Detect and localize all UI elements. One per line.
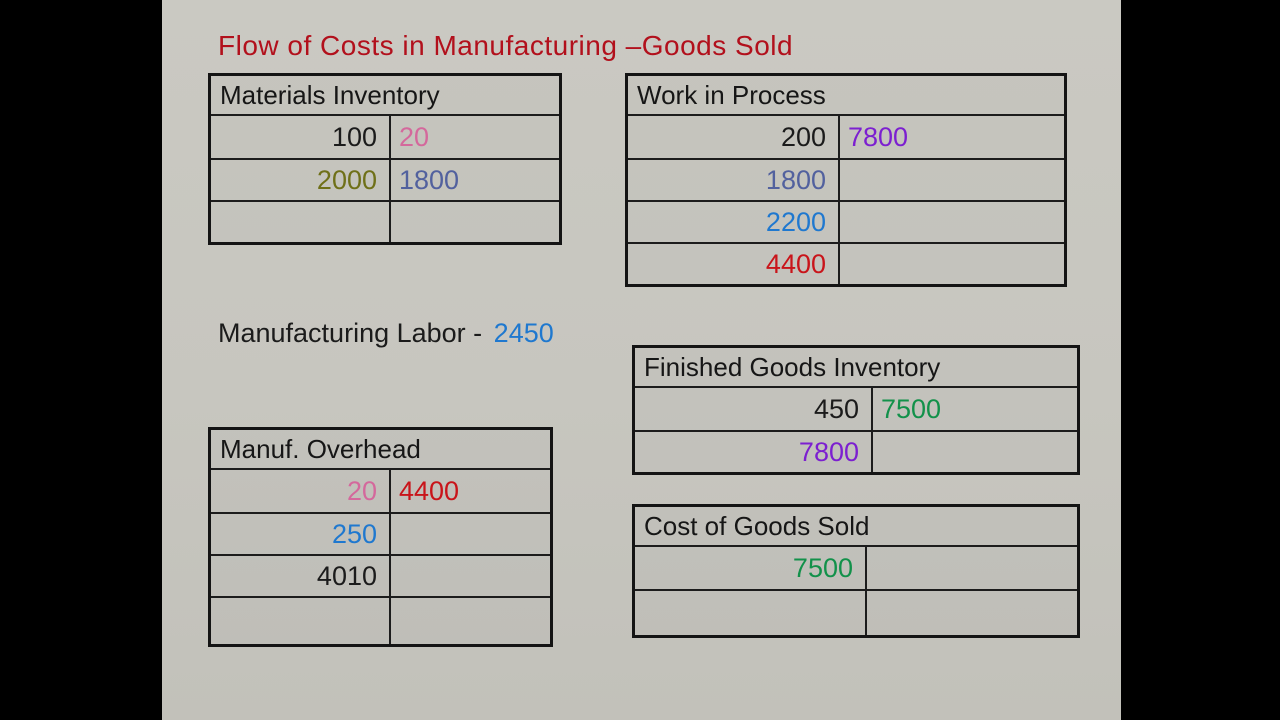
account-title: Materials Inventory: [211, 76, 559, 116]
debit-cell: 100: [331, 121, 377, 152]
debit-cell: 250: [331, 518, 377, 549]
t-account-materials-inventory: Materials Inventory 100 20 2000 1800: [208, 73, 562, 245]
credit-cell: [865, 547, 1077, 589]
credit-cell: [389, 556, 550, 596]
manufacturing-labor-line: Manufacturing Labor - 2450: [218, 318, 554, 349]
account-rows: 20 4400 250 4010: [211, 470, 550, 644]
credit-cell: [838, 160, 1064, 200]
t-account-row: [211, 200, 559, 242]
debit-cell: 1800: [765, 164, 826, 195]
credit-cell: [389, 514, 550, 554]
t-account-row: [211, 596, 550, 644]
t-account-row: 250: [211, 512, 550, 554]
right-letterbox-bar: [1121, 0, 1280, 720]
debit-cell: 2000: [316, 164, 377, 195]
debit-cell: 7800: [798, 436, 859, 467]
debit-cell: 4400: [765, 248, 826, 279]
account-title: Cost of Goods Sold: [635, 507, 1077, 547]
t-account-row: 450 7500: [635, 388, 1077, 430]
t-account-finished-goods-inventory: Finished Goods Inventory 450 7500 7800: [632, 345, 1080, 475]
credit-cell: 20: [399, 121, 430, 152]
t-account-work-in-process: Work in Process 200 7800 1800 2200 4400: [625, 73, 1067, 287]
t-account-row: 20 4400: [211, 470, 550, 512]
account-rows: 450 7500 7800: [635, 388, 1077, 472]
t-account-divider-line: [865, 547, 867, 635]
account-rows: 7500: [635, 547, 1077, 635]
debit-cell: [211, 598, 389, 644]
slide-title: Flow of Costs in Manufacturing –Goods So…: [218, 30, 794, 61]
credit-cell: 7500: [881, 393, 942, 424]
credit-cell: 4400: [399, 475, 460, 506]
account-title: Finished Goods Inventory: [635, 348, 1077, 388]
debit-cell: 7500: [792, 552, 853, 583]
t-account-row: 200 7800: [628, 116, 1064, 158]
t-account-row: 100 20: [211, 116, 559, 158]
credit-cell: [389, 598, 550, 644]
debit-cell: 2200: [765, 206, 826, 237]
t-account-divider-line: [389, 116, 391, 242]
t-account-row: 7500: [635, 547, 1077, 589]
t-account-manuf-overhead: Manuf. Overhead 20 4400 250 4010: [208, 427, 553, 647]
credit-cell: [871, 432, 1077, 472]
left-letterbox-bar: [0, 0, 162, 720]
t-account-row: [635, 589, 1077, 635]
credit-cell: [389, 202, 559, 242]
debit-cell: 450: [813, 393, 859, 424]
t-account-row: 4010: [211, 554, 550, 596]
debit-cell: 4010: [316, 560, 377, 591]
account-rows: 100 20 2000 1800: [211, 116, 559, 242]
debit-cell: 200: [780, 121, 826, 152]
debit-cell: 20: [346, 475, 377, 506]
t-account-divider-line: [389, 470, 391, 644]
t-account-row: 2000 1800: [211, 158, 559, 200]
labor-label: Manufacturing Labor -: [218, 318, 483, 348]
slide-canvas: Flow of Costs in Manufacturing –Goods So…: [162, 0, 1121, 720]
labor-amount: 2450: [493, 318, 554, 348]
debit-cell: [635, 591, 865, 635]
credit-cell: [865, 591, 1077, 635]
credit-cell: [838, 202, 1064, 242]
credit-cell: 7800: [848, 121, 909, 152]
t-account-divider-line: [838, 116, 840, 284]
credit-cell: 1800: [399, 164, 460, 195]
t-account-row: 1800: [628, 158, 1064, 200]
credit-cell: [838, 244, 1064, 284]
account-title: Manuf. Overhead: [211, 430, 550, 470]
t-account-row: 7800: [635, 430, 1077, 472]
account-rows: 200 7800 1800 2200 4400: [628, 116, 1064, 284]
t-account-cost-of-goods-sold: Cost of Goods Sold 7500: [632, 504, 1080, 638]
t-account-row: 4400: [628, 242, 1064, 284]
t-account-divider-line: [871, 388, 873, 472]
debit-cell: [211, 202, 389, 242]
t-account-row: 2200: [628, 200, 1064, 242]
account-title: Work in Process: [628, 76, 1064, 116]
